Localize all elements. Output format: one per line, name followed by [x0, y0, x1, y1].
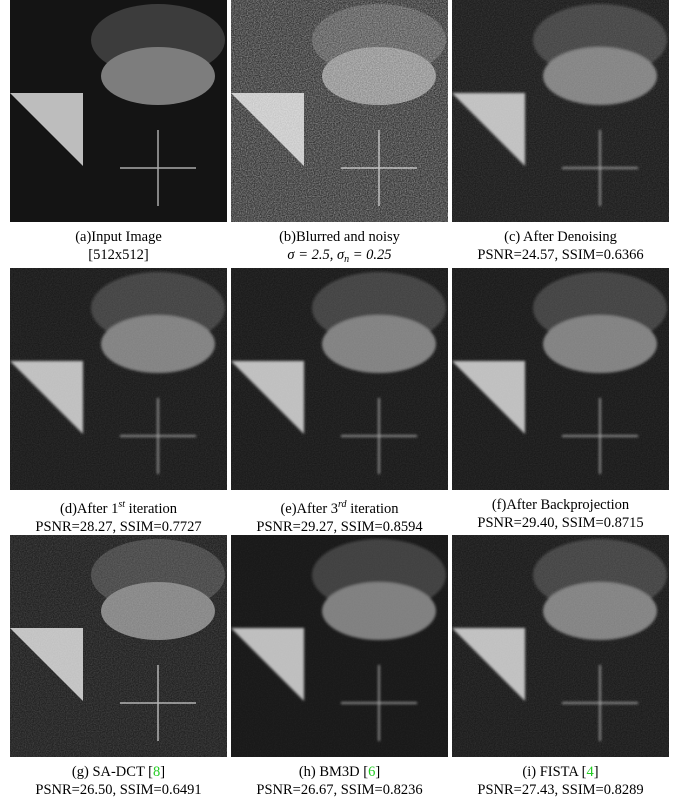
caption-text: (h) BM3D [	[299, 764, 368, 780]
caption-text: PSNR=26.67, SSIM=0.8236	[256, 782, 422, 798]
caption-line: PSNR=26.67, SSIM=0.8236	[225, 781, 454, 799]
figure: (a)Input Image [512x512] (b)Blurred and no…	[0, 0, 688, 805]
caption-line: (g) SA-DCT [8]	[4, 763, 233, 781]
caption-line: (d)After 1st iteration	[4, 496, 233, 518]
noise	[231, 0, 448, 222]
caption-line: (e)After 3rd iteration	[225, 496, 454, 518]
caption: (i) FISTA [4]PSNR=27.43, SSIM=0.8289	[446, 763, 675, 799]
caption-text: (c) After Denoising	[504, 229, 617, 245]
caption-line: σ = 2.5, σn = 0.25	[225, 246, 454, 269]
caption-text: PSNR=26.50, SSIM=0.6491	[35, 782, 201, 798]
caption-text: PSNR=27.43, SSIM=0.8289	[477, 782, 643, 798]
noise	[231, 535, 448, 757]
caption-text: PSNR=28.27, SSIM=0.7727	[35, 519, 201, 535]
caption-text: PSNR=29.40, SSIM=0.8715	[477, 515, 643, 531]
caption-text: iteration	[347, 501, 399, 517]
caption-text: rd	[338, 499, 347, 510]
caption-text: ]	[375, 764, 380, 780]
panel-image	[452, 0, 669, 222]
noise	[10, 535, 227, 757]
caption-line: [512x512]	[4, 246, 233, 264]
caption: (h) BM3D [6]PSNR=26.67, SSIM=0.8236	[225, 763, 454, 799]
caption-line: PSNR=29.27, SSIM=0.8594	[225, 518, 454, 536]
caption-text: (a)Input Image	[75, 229, 162, 245]
panel-image	[10, 268, 227, 490]
panel-image	[452, 535, 669, 757]
caption-line: (i) FISTA [4]	[446, 763, 675, 781]
caption: (a)Input Image [512x512]	[4, 228, 233, 264]
noise	[452, 535, 669, 757]
caption-text: [512x512]	[88, 247, 148, 263]
caption-line: PSNR=28.27, SSIM=0.7727	[4, 518, 233, 536]
caption-line: (f)After Backprojection	[446, 496, 675, 514]
caption-text: (g) SA-DCT [	[72, 764, 153, 780]
caption-line: PSNR=26.50, SSIM=0.6491	[4, 781, 233, 799]
caption-line: (b)Blurred and noisy	[225, 228, 454, 246]
noise	[452, 0, 669, 222]
citation: 4	[587, 764, 594, 780]
noise	[10, 268, 227, 490]
inner-ellipse	[101, 47, 215, 105]
caption-text: ]	[160, 764, 165, 780]
panel-image	[452, 268, 669, 490]
caption-text: PSNR=29.27, SSIM=0.8594	[256, 519, 422, 535]
panel-image	[231, 268, 448, 490]
noise	[231, 268, 448, 490]
caption-text: ]	[594, 764, 599, 780]
caption-text: (e)After 3	[280, 501, 338, 517]
caption-text: (i) FISTA [	[522, 764, 586, 780]
caption-line: (h) BM3D [6]	[225, 763, 454, 781]
caption-text: (d)After 1	[60, 501, 118, 517]
caption-text: (f)After Backprojection	[492, 497, 629, 513]
caption-text: iteration	[125, 501, 177, 517]
panel-image	[231, 0, 448, 222]
noise	[452, 268, 669, 490]
caption: (f)After Backprojection PSNR=29.40, SSIM=…	[446, 496, 675, 532]
caption-text: PSNR=24.57, SSIM=0.6366	[477, 247, 643, 263]
caption: (c) After Denoising PSNR=24.57, SSIM=0.63…	[446, 228, 675, 264]
panel-image	[10, 0, 227, 222]
caption-line: (c) After Denoising	[446, 228, 675, 246]
caption: (g) SA-DCT [8]PSNR=26.50, SSIM=0.6491	[4, 763, 233, 799]
caption-line: PSNR=24.57, SSIM=0.6366	[446, 246, 675, 264]
panel-image	[10, 535, 227, 757]
caption-text: (b)Blurred and noisy	[279, 229, 400, 245]
panel-image	[231, 535, 448, 757]
caption-line: PSNR=29.40, SSIM=0.8715	[446, 514, 675, 532]
caption-text: = 0.25	[349, 247, 391, 263]
caption-line: PSNR=27.43, SSIM=0.8289	[446, 781, 675, 799]
caption-text: σ = 2.5, σ	[287, 247, 344, 263]
caption-line: (a)Input Image	[4, 228, 233, 246]
